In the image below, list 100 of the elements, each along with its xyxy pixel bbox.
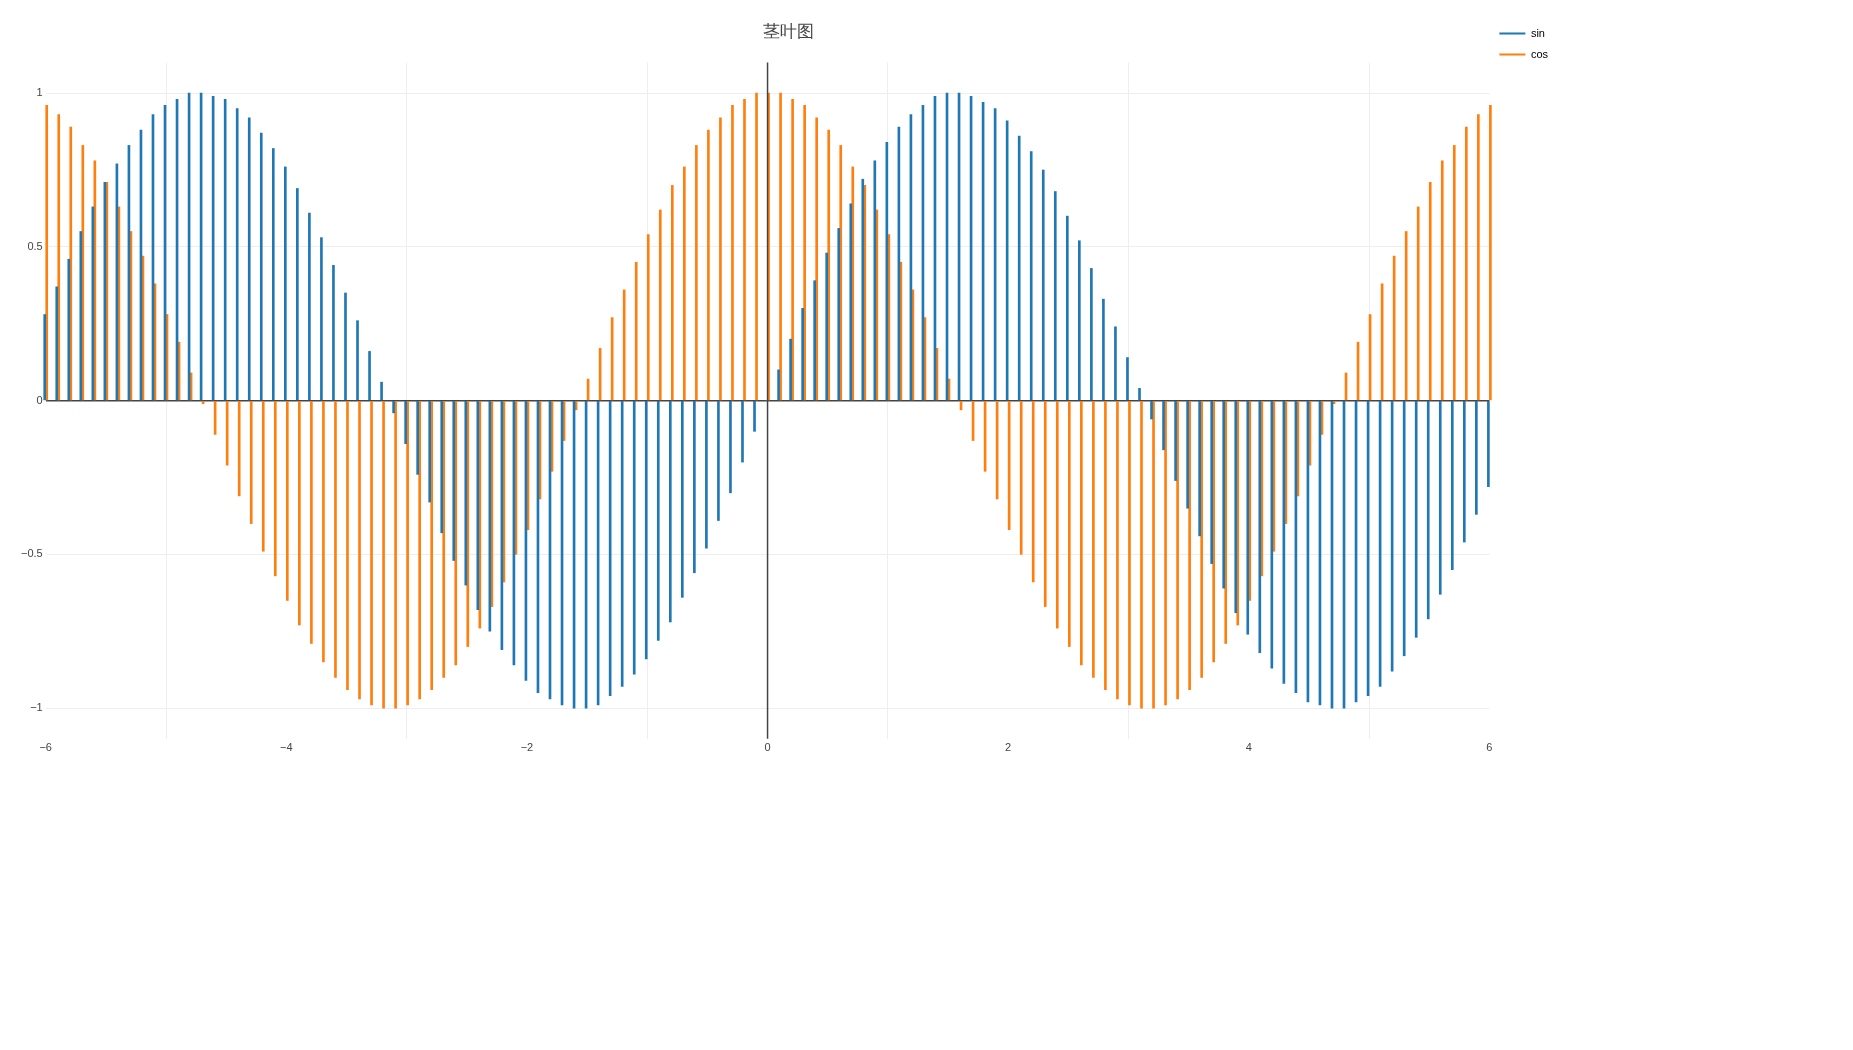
bar bbox=[271, 148, 275, 401]
bar bbox=[755, 92, 758, 401]
x-tick-label: 2 bbox=[1005, 741, 1012, 754]
bar bbox=[1234, 401, 1238, 614]
bar bbox=[464, 401, 468, 586]
bar bbox=[1222, 401, 1226, 589]
bar bbox=[1067, 401, 1071, 647]
bar bbox=[1450, 401, 1454, 571]
bar bbox=[731, 105, 734, 401]
y-tick-label: 1 bbox=[36, 86, 43, 99]
bar bbox=[789, 338, 792, 401]
bar bbox=[452, 401, 456, 561]
bar bbox=[284, 166, 287, 401]
bar bbox=[1426, 401, 1430, 620]
bar bbox=[741, 401, 744, 463]
bar bbox=[1078, 240, 1081, 401]
bar bbox=[743, 98, 746, 401]
y-tick-label: −0.5 bbox=[21, 547, 43, 560]
bar bbox=[1246, 401, 1250, 635]
bar bbox=[1114, 326, 1117, 401]
bar bbox=[719, 117, 722, 401]
legend-label: sin bbox=[1530, 26, 1545, 39]
bar bbox=[332, 264, 335, 401]
bar bbox=[418, 401, 421, 700]
bar bbox=[406, 401, 409, 706]
bar bbox=[1150, 401, 1153, 420]
bar bbox=[237, 401, 241, 497]
bar bbox=[1138, 387, 1141, 401]
bar bbox=[827, 129, 831, 401]
bar bbox=[223, 98, 227, 401]
bar bbox=[683, 166, 686, 401]
bar bbox=[693, 401, 696, 574]
bar bbox=[454, 401, 458, 666]
bar bbox=[380, 381, 383, 401]
bar bbox=[286, 401, 289, 601]
chart-title: 茎叶图 bbox=[762, 20, 814, 41]
bar bbox=[668, 401, 672, 623]
bar bbox=[861, 178, 865, 401]
x-tick-label: 0 bbox=[764, 741, 771, 754]
bar bbox=[249, 401, 253, 524]
bar bbox=[57, 114, 61, 401]
bar bbox=[394, 401, 397, 709]
bar bbox=[1055, 401, 1059, 629]
bar bbox=[705, 401, 708, 549]
bar bbox=[45, 105, 49, 401]
bar bbox=[620, 401, 624, 687]
bar bbox=[235, 108, 239, 401]
bar bbox=[1053, 191, 1057, 401]
x-tick-label: −6 bbox=[39, 741, 52, 754]
bar bbox=[428, 401, 432, 503]
bar bbox=[55, 286, 59, 401]
bar bbox=[644, 401, 648, 660]
y-tick-label: −1 bbox=[30, 701, 43, 714]
bar bbox=[442, 401, 446, 678]
x-tick-label: −4 bbox=[280, 741, 293, 754]
bar bbox=[476, 401, 480, 610]
bar bbox=[1489, 105, 1492, 401]
bar bbox=[803, 105, 806, 401]
bar bbox=[813, 280, 816, 401]
bar bbox=[346, 401, 349, 690]
bar bbox=[1019, 401, 1023, 555]
bar bbox=[717, 401, 720, 521]
bar bbox=[1200, 401, 1203, 678]
bar bbox=[404, 401, 407, 444]
bar bbox=[308, 212, 311, 401]
bar bbox=[1198, 401, 1201, 537]
bar bbox=[1186, 401, 1189, 509]
bar bbox=[1102, 298, 1105, 401]
bar bbox=[382, 401, 385, 709]
bar bbox=[1126, 357, 1129, 401]
bar bbox=[1043, 401, 1047, 607]
bar bbox=[1017, 135, 1021, 401]
bar bbox=[779, 92, 782, 401]
bar bbox=[358, 401, 361, 700]
bar bbox=[656, 401, 660, 641]
x-tick-label: 4 bbox=[1245, 741, 1252, 754]
bar bbox=[1464, 126, 1468, 401]
bar bbox=[1152, 401, 1155, 709]
bar bbox=[79, 231, 83, 401]
bar bbox=[370, 401, 373, 706]
bar bbox=[837, 228, 841, 401]
bar bbox=[1176, 401, 1179, 700]
bar bbox=[322, 401, 325, 663]
bar bbox=[1428, 181, 1432, 401]
bar bbox=[368, 351, 371, 401]
bar bbox=[430, 401, 434, 690]
bar bbox=[43, 314, 47, 401]
bar bbox=[1090, 268, 1093, 401]
bar bbox=[1416, 206, 1420, 401]
bar bbox=[815, 117, 818, 401]
bar bbox=[67, 258, 71, 401]
bar bbox=[1452, 145, 1456, 401]
bar bbox=[707, 129, 710, 401]
bar bbox=[1128, 401, 1131, 706]
bar bbox=[1440, 160, 1444, 401]
bar bbox=[298, 401, 301, 626]
bar bbox=[1188, 401, 1191, 690]
bar bbox=[729, 401, 732, 494]
bar bbox=[695, 145, 698, 401]
bar bbox=[1258, 401, 1262, 654]
